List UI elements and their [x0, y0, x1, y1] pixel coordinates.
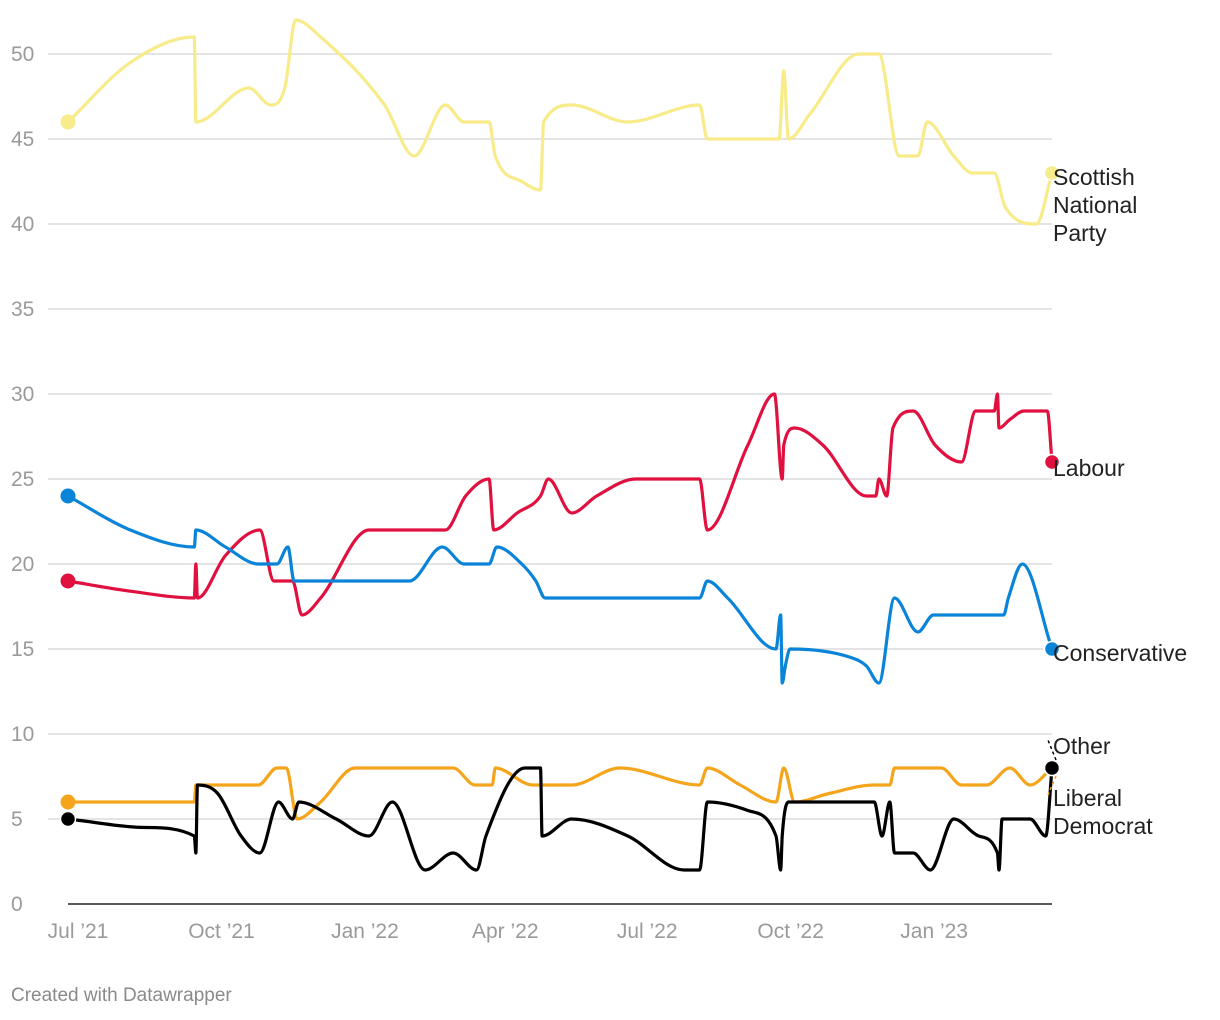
x-tick-label: Jul ’22: [617, 920, 678, 943]
series-label-line: Other: [1053, 733, 1111, 759]
series-label-line: Conservative: [1053, 640, 1187, 666]
y-tick-label: 15: [11, 638, 34, 661]
series-start-dot-lab: [60, 573, 76, 589]
y-tick-label: 45: [11, 128, 34, 151]
series-label-line: Party: [1053, 220, 1107, 246]
x-axis: Jul ’21 Oct ’21 Jan ’22 Apr ’22 Jul ’22 Oct ’…: [48, 920, 968, 943]
y-tick-label: 0: [11, 893, 23, 916]
x-tick-label: Jul ’21: [48, 920, 109, 943]
series-label-line: Democrat: [1053, 813, 1153, 839]
series-label-line: Liberal: [1053, 785, 1122, 811]
series-label-con: Conservative: [1053, 640, 1187, 666]
x-tick-label: Apr ’22: [472, 920, 539, 943]
y-tick-label: 20: [11, 553, 34, 576]
series-start-dot-con: [60, 488, 76, 504]
x-tick-label: Jan ’23: [900, 920, 968, 943]
series-label-line: Labour: [1053, 455, 1125, 481]
x-tick-label: Oct ’21: [188, 920, 255, 943]
series-label-other: Other: [1053, 733, 1111, 759]
series-label-line: Scottish: [1053, 164, 1135, 190]
series-lines: [66, 18, 1054, 872]
series-start-dot-snp: [60, 114, 76, 130]
series-line-con: [66, 494, 1054, 685]
series-endpoints: [59, 114, 1061, 828]
series-line-lab: [66, 392, 1054, 617]
series-label-snp: Scottish National Party: [1053, 164, 1137, 246]
y-tick-label: 40: [11, 213, 34, 236]
x-tick-label: Jan ’22: [331, 920, 399, 943]
y-tick-label: 50: [11, 43, 34, 66]
y-tick-label: 35: [11, 298, 34, 321]
y-axis: 0 5 10 15 20 25 30 35 40 45 50: [11, 43, 34, 916]
series-start-dot-other: [59, 810, 77, 828]
series-end-dot-other: [1043, 759, 1061, 777]
series-labels: Scottish National Party Labour Conservative L…: [1047, 164, 1187, 839]
series-end-dot-con: [1043, 640, 1061, 658]
series-line-ld: [66, 766, 1054, 821]
y-tick-label: 30: [11, 383, 34, 406]
series-end-dot-snp: [1043, 164, 1061, 182]
credit-text: Created with Datawrapper: [11, 985, 232, 1006]
series-line-snp: [66, 18, 1054, 226]
series-label-lab: Labour: [1053, 455, 1125, 481]
series-label-ld: Liberal Democrat: [1053, 785, 1153, 839]
series-label-line: National: [1053, 192, 1137, 218]
y-tick-label: 10: [11, 723, 34, 746]
line-chart: 0 5 10 15 20 25 30 35 40 45 50 Jul ’21 Oct ’21 Jan ’…: [11, 18, 1187, 943]
series-line-other: [66, 766, 1054, 872]
y-tick-label: 25: [11, 468, 34, 491]
x-tick-label: Oct ’22: [757, 920, 824, 943]
series-end-dot-lab: [1043, 453, 1061, 471]
series-start-dot-ld: [60, 794, 76, 810]
y-tick-label: 5: [11, 808, 23, 831]
